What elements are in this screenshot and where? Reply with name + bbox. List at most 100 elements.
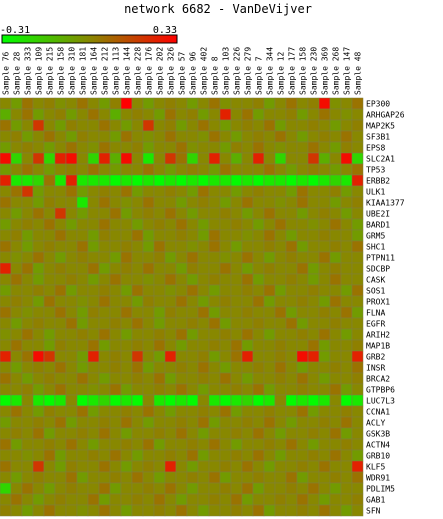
heatmap-cell bbox=[164, 493, 177, 506]
heatmap-cell bbox=[87, 350, 100, 363]
heatmap-cell bbox=[219, 229, 232, 242]
heatmap-cell bbox=[131, 273, 144, 286]
heatmap-cell bbox=[274, 130, 287, 143]
heatmap-cell bbox=[274, 163, 287, 176]
heatmap-cell bbox=[318, 317, 331, 330]
heatmap-cell bbox=[21, 438, 34, 451]
heatmap-cell bbox=[175, 493, 188, 506]
heatmap-cell bbox=[120, 163, 133, 176]
heatmap-cell bbox=[285, 493, 298, 506]
heatmap-cell bbox=[65, 361, 78, 374]
heatmap-cell bbox=[131, 207, 144, 220]
heatmap-cell bbox=[252, 493, 265, 506]
heatmap-cell bbox=[318, 251, 331, 264]
heatmap-cell bbox=[76, 405, 89, 418]
heatmap-cell bbox=[197, 130, 210, 143]
column-label: Sample 12 bbox=[277, 51, 286, 95]
heatmap-cell bbox=[153, 207, 166, 220]
heatmap-cell bbox=[296, 471, 309, 484]
heatmap-cell bbox=[274, 383, 287, 396]
heatmap-cell bbox=[307, 350, 320, 363]
heatmap-cell bbox=[252, 141, 265, 154]
heatmap-cell bbox=[10, 273, 23, 286]
heatmap-cell bbox=[175, 295, 188, 308]
heatmap-cell bbox=[307, 504, 320, 517]
heatmap-cell bbox=[318, 108, 331, 121]
heatmap-cell bbox=[164, 97, 177, 110]
heatmap-cell bbox=[263, 394, 276, 407]
heatmap-cell bbox=[109, 482, 122, 495]
heatmap-cell bbox=[351, 383, 364, 396]
heatmap-cell bbox=[32, 339, 45, 352]
scale-min-label: -0.31 bbox=[0, 25, 30, 36]
heatmap-cell bbox=[318, 372, 331, 385]
heatmap-cell bbox=[54, 152, 67, 165]
heatmap-cell bbox=[109, 394, 122, 407]
heatmap-cell bbox=[175, 416, 188, 429]
heatmap-cell bbox=[98, 218, 111, 231]
heatmap-cell bbox=[153, 504, 166, 517]
heatmap-cell bbox=[230, 196, 243, 209]
heatmap-cell bbox=[65, 152, 78, 165]
heatmap-cell bbox=[307, 152, 320, 165]
heatmap-cell bbox=[219, 185, 232, 198]
heatmap-cell bbox=[109, 471, 122, 484]
heatmap-cell bbox=[21, 174, 34, 187]
heatmap-cell bbox=[65, 284, 78, 297]
heatmap-cell bbox=[131, 295, 144, 308]
column-label: Sample 176 bbox=[145, 47, 154, 95]
heatmap-cell bbox=[0, 372, 12, 385]
heatmap-cell bbox=[175, 427, 188, 440]
heatmap-cell bbox=[43, 251, 56, 264]
heatmap-cell bbox=[142, 295, 155, 308]
heatmap-cell bbox=[186, 185, 199, 198]
heatmap-cell bbox=[142, 130, 155, 143]
heatmap-cell bbox=[175, 350, 188, 363]
heatmap-cell bbox=[32, 493, 45, 506]
heatmap-cell bbox=[329, 251, 342, 264]
heatmap-cell bbox=[252, 152, 265, 165]
heatmap-cell bbox=[241, 141, 254, 154]
heatmap-cell bbox=[76, 108, 89, 121]
heatmap-cell bbox=[54, 196, 67, 209]
heatmap-cell bbox=[153, 240, 166, 253]
heatmap-cell bbox=[307, 174, 320, 187]
heatmap-cell bbox=[263, 405, 276, 418]
heatmap-cell bbox=[164, 394, 177, 407]
heatmap-cell bbox=[230, 97, 243, 110]
heatmap-cell bbox=[120, 493, 133, 506]
heatmap-cell bbox=[87, 471, 100, 484]
heatmap-cell bbox=[307, 284, 320, 297]
heatmap-cell bbox=[21, 108, 34, 121]
heatmap-cell bbox=[10, 284, 23, 297]
heatmap-cell bbox=[208, 251, 221, 264]
heatmap-cell bbox=[87, 394, 100, 407]
heatmap-cell bbox=[263, 427, 276, 440]
heatmap-cell bbox=[65, 174, 78, 187]
heatmap-cell bbox=[230, 339, 243, 352]
heatmap-cell bbox=[208, 471, 221, 484]
heatmap-cell bbox=[329, 130, 342, 143]
heatmap-cell bbox=[263, 218, 276, 231]
heatmap-cell bbox=[43, 229, 56, 242]
heatmap-cell bbox=[219, 284, 232, 297]
heatmap-cell bbox=[241, 471, 254, 484]
heatmap-cell bbox=[307, 339, 320, 352]
heatmap-cell bbox=[43, 438, 56, 451]
heatmap-cell bbox=[274, 273, 287, 286]
heatmap-cell bbox=[208, 328, 221, 341]
heatmap-cell bbox=[21, 372, 34, 385]
heatmap-cell bbox=[76, 273, 89, 286]
heatmap-cell bbox=[219, 350, 232, 363]
heatmap-cell bbox=[252, 482, 265, 495]
heatmap-cell bbox=[208, 130, 221, 143]
heatmap-cell bbox=[43, 185, 56, 198]
heatmap-cell bbox=[307, 372, 320, 385]
heatmap-cell bbox=[329, 262, 342, 275]
heatmap-cell bbox=[285, 361, 298, 374]
heatmap-cell bbox=[10, 152, 23, 165]
heatmap-cell bbox=[340, 317, 353, 330]
heatmap-cell bbox=[241, 185, 254, 198]
row-label: FLNA bbox=[366, 309, 385, 318]
row-label: GAB1 bbox=[366, 496, 385, 505]
